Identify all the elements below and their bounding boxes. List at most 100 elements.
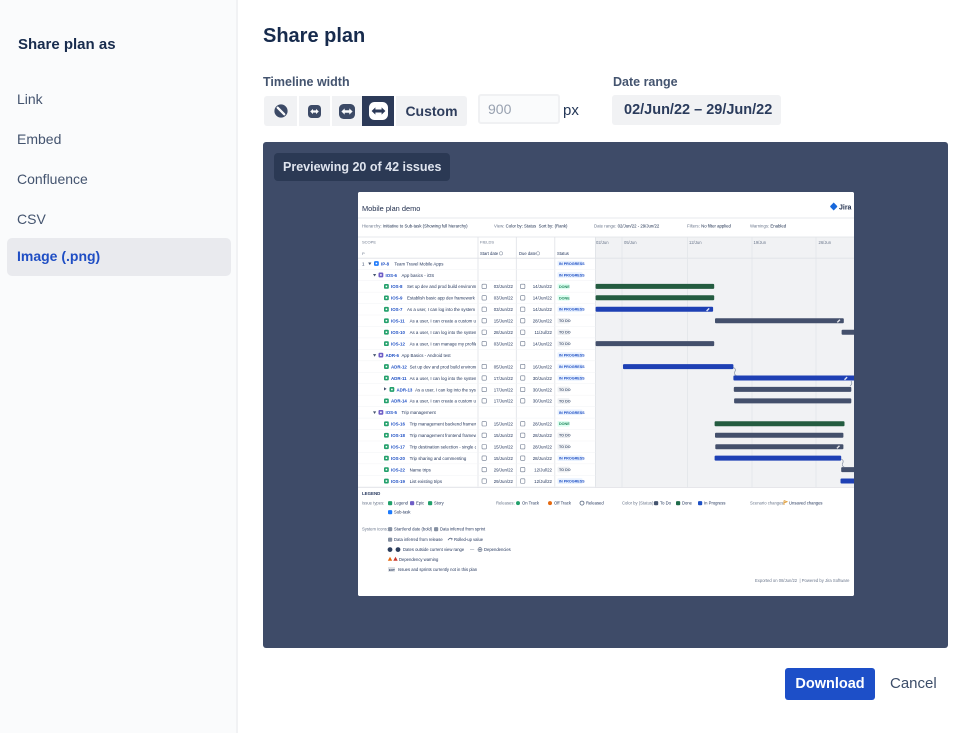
svg-text:IN PROGRESS: IN PROGRESS (559, 354, 585, 358)
svg-text:Status: Status (557, 251, 569, 256)
svg-text:15/Jun/22: 15/Jun/22 (494, 319, 514, 324)
svg-text:IOS-9: IOS-9 (391, 296, 403, 301)
svg-text:TO DO: TO DO (559, 399, 571, 403)
svg-text:System icons:: System icons: (362, 527, 388, 532)
svg-text:TO DO: TO DO (559, 434, 571, 438)
svg-text:Trip sharing and commenting: Trip sharing and commenting (410, 456, 467, 461)
svg-text:29/Jun/22: 29/Jun/22 (494, 467, 514, 472)
svg-text:IOS-6: IOS-6 (386, 273, 398, 278)
svg-text:Jira: Jira (839, 205, 852, 212)
svg-text:Unsaved changes: Unsaved changes (789, 501, 823, 506)
svg-text:IOS-8: IOS-8 (391, 284, 403, 289)
svg-text:28/Jun/22: 28/Jun/22 (533, 319, 553, 324)
svg-text:IOS-22: IOS-22 (391, 467, 405, 472)
svg-text:28/Jun/22: 28/Jun/22 (533, 433, 553, 438)
svg-text:14/Jun/22: 14/Jun/22 (533, 307, 553, 312)
svg-text:Color by (Status):: Color by (Status): (622, 501, 655, 506)
svg-text:Start date: Start date (480, 251, 499, 256)
svg-text:12/Jun: 12/Jun (689, 240, 702, 245)
svg-text:ADR-14: ADR-14 (391, 399, 407, 404)
svg-text:Mobile plan demo: Mobile plan demo (362, 204, 420, 213)
svg-text:Epic: Epic (416, 501, 424, 506)
svg-text:14/Jun/22: 14/Jun/22 (533, 341, 553, 346)
svg-text:29/Jun/22: 29/Jun/22 (494, 479, 514, 484)
svg-text:Filters: No filter applied: Filters: No filter applied (687, 224, 732, 229)
svg-text:15/Jun/22: 15/Jun/22 (494, 422, 514, 427)
svg-text:FIELDS: FIELDS (480, 240, 494, 245)
svg-text:Story: Story (434, 501, 445, 506)
svg-text:IN PROGRESS: IN PROGRESS (559, 273, 585, 277)
svg-text:Dates outside current view ran: Dates outside current view range (403, 547, 465, 552)
svg-text:IN PROGRESS: IN PROGRESS (559, 479, 585, 483)
svg-text:IP-8: IP-8 (381, 261, 390, 266)
svg-text:Dependencies: Dependencies (484, 547, 511, 552)
svg-text:Set up dev and prod build envi: Set up dev and prod build environment (407, 284, 483, 289)
svg-text:LEGEND: LEGEND (362, 491, 380, 496)
svg-text:15/Jun/22: 15/Jun/22 (494, 445, 514, 450)
svg-text:19/Jun: 19/Jun (754, 240, 767, 245)
svg-text:15/Jun/22: 15/Jun/22 (494, 433, 514, 438)
svg-text:DONE: DONE (559, 422, 570, 426)
svg-text:DONE: DONE (559, 296, 570, 300)
svg-text:Establish basic app dev framew: Establish basic app dev framework (407, 296, 476, 301)
svg-text:12/Jul/22: 12/Jul/22 (534, 479, 552, 484)
svg-text:1: 1 (362, 261, 365, 266)
svg-text:Issue types:: Issue types: (362, 501, 384, 506)
svg-text:Due date: Due date (519, 251, 537, 256)
svg-text:TO DO: TO DO (559, 319, 571, 323)
svg-text:IOS-17: IOS-17 (391, 445, 405, 450)
svg-text:Exported on 08/Jun/22 | Power: Exported on 08/Jun/22 | Powered by Jira … (755, 578, 850, 583)
svg-text:SCOPE: SCOPE (362, 240, 376, 245)
svg-text:30/Jun/22: 30/Jun/22 (533, 387, 553, 392)
svg-text:28/Jun/22: 28/Jun/22 (533, 422, 553, 427)
svg-text:ADR-6: ADR-6 (386, 353, 400, 358)
svg-text:ADR-13: ADR-13 (397, 387, 413, 392)
svg-text:Data inferred from sprint: Data inferred from sprint (440, 527, 486, 532)
svg-text:Issues and sprints currently n: Issues and sprints currently not in this… (398, 567, 478, 572)
svg-text:As a user, I can create a cust: As a user, I can create a custom user (410, 319, 483, 324)
svg-text:Trip management backend framew: Trip management backend framework (410, 422, 485, 427)
svg-text:Data inferred from release: Data inferred from release (394, 537, 443, 542)
svg-text:To Do: To Do (660, 501, 672, 506)
svg-text:TO DO: TO DO (559, 388, 571, 392)
svg-text:14/Jun/22: 14/Jun/22 (533, 284, 553, 289)
svg-text:IOS-7: IOS-7 (391, 307, 403, 312)
svg-text:28/Jun/22: 28/Jun/22 (494, 330, 514, 335)
svg-text:Warnings: Enabled: Warnings: Enabled (750, 224, 787, 229)
svg-text:28/Jun/22: 28/Jun/22 (533, 456, 553, 461)
svg-text:30/Jun/22: 30/Jun/22 (533, 376, 553, 381)
svg-text:Hierarchy: Initiative to Sub-t: Hierarchy: Initiative to Sub-task (Showi… (362, 224, 468, 229)
svg-text:As a user, I can log into the: As a user, I can log into the systems al (415, 387, 490, 392)
svg-text:IN PROGRESS: IN PROGRESS (559, 262, 585, 266)
svg-text:30/Jun/22: 30/Jun/22 (533, 399, 553, 404)
svg-text:17/Jun/22: 17/Jun/22 (494, 387, 514, 392)
svg-text:IN PROGRESS: IN PROGRESS (559, 376, 585, 380)
svg-text:Start/end date (bold): Start/end date (bold) (394, 527, 433, 532)
svg-text:As a user, I can log into the: As a user, I can log into the system via (407, 307, 482, 312)
svg-text:28/Jun/22: 28/Jun/22 (533, 445, 553, 450)
svg-text:List existing trips: List existing trips (410, 479, 443, 484)
svg-text:ADR-11: ADR-11 (391, 376, 407, 381)
svg-text:IOS-18: IOS-18 (391, 433, 405, 438)
svg-text:11/Jul/22: 11/Jul/22 (535, 330, 553, 335)
svg-text:Dependency warning: Dependency warning (399, 557, 439, 562)
svg-text:12/Jul/22: 12/Jul/22 (534, 467, 552, 472)
svg-text:IN PROGRESS: IN PROGRESS (559, 308, 585, 312)
svg-text:26/Jun: 26/Jun (819, 240, 832, 245)
svg-text:Trip destination selection - s: Trip destination selection - single des (410, 445, 483, 450)
svg-text:Releases:: Releases: (496, 501, 515, 506)
svg-text:TO DO: TO DO (559, 445, 571, 449)
svg-text:Legend: Legend (394, 501, 409, 506)
svg-text:IOS-10: IOS-10 (391, 330, 405, 335)
svg-text:IOS-11: IOS-11 (391, 319, 405, 324)
svg-text:IOS-20: IOS-20 (391, 456, 405, 461)
svg-text:EXT: EXT (389, 568, 395, 572)
svg-text:IOS-19: IOS-19 (391, 479, 405, 484)
svg-text:In Progress: In Progress (704, 501, 725, 506)
svg-text:ADR-12: ADR-12 (391, 364, 407, 369)
svg-text:Name trips: Name trips (410, 467, 432, 472)
svg-text:As a user, I can log into the: As a user, I can log into the system vi (410, 330, 483, 335)
svg-text:TO DO: TO DO (559, 342, 571, 346)
svg-text:DONE: DONE (559, 285, 570, 289)
svg-text:Rolled-up value: Rolled-up value (454, 537, 484, 542)
